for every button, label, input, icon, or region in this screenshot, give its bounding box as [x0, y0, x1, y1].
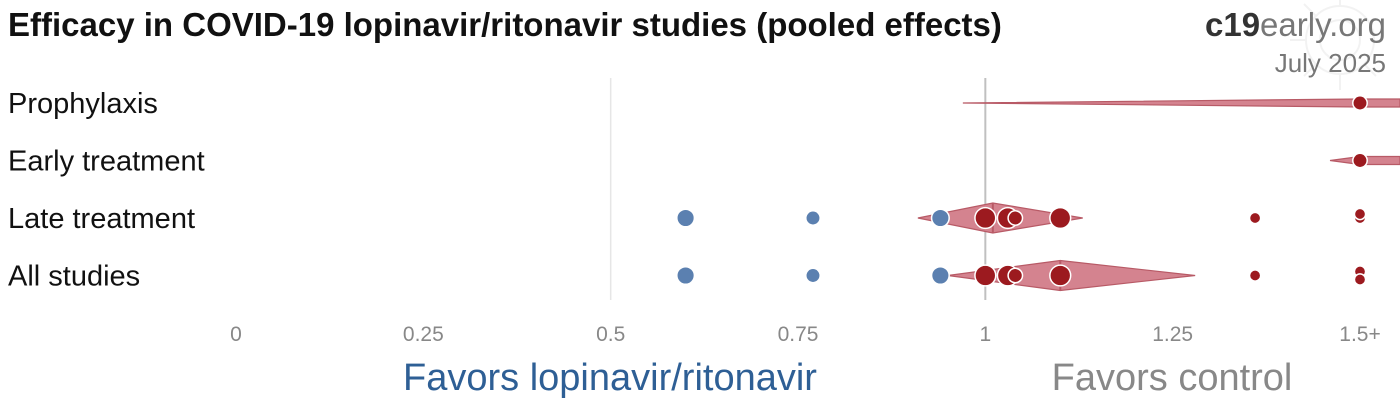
- x-axis-ticks: 0 0.25 0.5 0.75 1 1.25 1.5+: [230, 323, 1381, 346]
- favors-treatment-label: Favors lopinavir/ritonavir: [403, 357, 817, 399]
- study-point: [676, 208, 696, 228]
- plot-rows: Prophylaxis Early treatment Late treatment…: [8, 88, 1400, 293]
- study-point: [930, 265, 950, 286]
- study-point: [1352, 152, 1368, 169]
- x-tick-label: 1.25: [1152, 323, 1193, 346]
- study-point: [1353, 207, 1367, 221]
- x-tick-label: 0.75: [778, 323, 819, 346]
- chart-title: Efficacy in COVID-19 lopinavir/ritonavir…: [8, 6, 1002, 43]
- pooled-diamond: [962, 98, 1400, 108]
- study-point: [974, 264, 997, 287]
- x-tick-label: 0.5: [596, 323, 625, 346]
- study-point: [974, 206, 997, 230]
- brand-light-text: early.org: [1260, 6, 1386, 43]
- brand-bold-text: c19: [1205, 6, 1260, 43]
- study-point: [1353, 273, 1367, 286]
- row-label: All studies: [8, 261, 140, 293]
- study-point: [1248, 269, 1262, 282]
- date-label: July 2025: [1275, 48, 1386, 78]
- study-point: [1352, 95, 1368, 111]
- row-3: All studies: [8, 259, 1367, 293]
- grid-lines: [609, 78, 987, 300]
- row-0: Prophylaxis: [8, 88, 1400, 120]
- row-label: Late treatment: [8, 203, 195, 235]
- study-point: [676, 265, 696, 286]
- study-point: [1049, 206, 1072, 230]
- row-label: Early treatment: [8, 146, 205, 178]
- virus-watermark-icon: [1290, 0, 1377, 90]
- study-point: [1248, 211, 1262, 225]
- row-1: Early treatment: [8, 146, 1400, 178]
- x-tick-label: 1.5+: [1339, 323, 1380, 346]
- x-tick-label: 0.25: [403, 323, 444, 346]
- x-tick-label: 1: [979, 323, 991, 346]
- x-tick-label: 0: [230, 323, 242, 346]
- brand-logo: c19early.org: [1205, 6, 1386, 43]
- study-point: [805, 267, 821, 284]
- row-2: Late treatment: [8, 202, 1367, 235]
- study-point: [1049, 264, 1072, 287]
- row-label: Prophylaxis: [8, 88, 158, 120]
- study-point: [805, 210, 821, 226]
- study-point: [1007, 267, 1024, 284]
- study-point: [930, 208, 950, 228]
- study-point: [1007, 210, 1024, 226]
- favors-control-label: Favors control: [1052, 357, 1293, 399]
